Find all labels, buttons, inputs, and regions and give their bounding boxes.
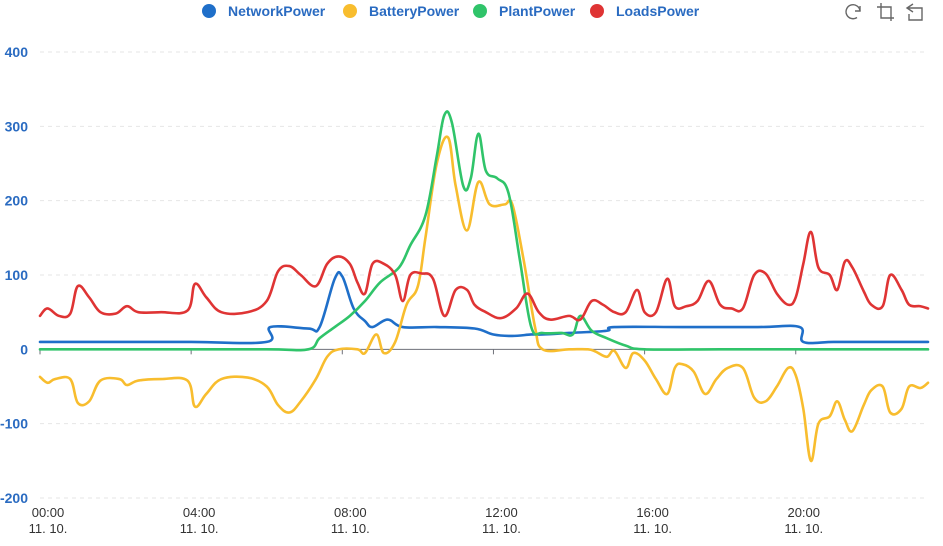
legend-label: NetworkPower xyxy=(228,3,326,19)
legend-item-plantpower[interactable]: PlantPower xyxy=(473,3,576,19)
y-tick-label: 200 xyxy=(5,193,29,209)
y-tick-label: -100 xyxy=(0,416,28,432)
series-lines xyxy=(38,110,930,463)
y-tick-label: 400 xyxy=(5,44,29,60)
x-tick-time: 08:00 xyxy=(334,505,367,520)
legend-label: BatteryPower xyxy=(369,3,460,19)
y-tick-label: 100 xyxy=(5,267,29,283)
legend-label: PlantPower xyxy=(499,3,576,19)
legend-marker xyxy=(202,4,216,18)
toolbox xyxy=(843,2,925,22)
x-tick-time: 04:00 xyxy=(183,505,216,520)
legend[interactable]: NetworkPower BatteryPower PlantPower LoadsP… xyxy=(202,3,700,19)
series-line-networkpower xyxy=(38,270,930,345)
zoom-icon[interactable] xyxy=(875,2,895,22)
x-tick-date: 11. 10. xyxy=(633,521,672,536)
series-line-loadspower xyxy=(38,230,930,322)
zoom-reset-icon[interactable] xyxy=(905,2,925,22)
y-axis: -200 -100 0 100 200 300 400 xyxy=(0,44,28,506)
legend-item-networkpower[interactable]: NetworkPower xyxy=(202,3,326,19)
x-tick-time: 16:00 xyxy=(636,505,669,520)
x-tick-date: 11. 10. xyxy=(180,521,219,536)
series-line-batterypower xyxy=(38,135,930,463)
x-tick-time: 00:00 xyxy=(32,505,65,520)
x-tick-date: 11. 10. xyxy=(331,521,370,536)
y-tick-label: 0 xyxy=(20,341,28,357)
legend-label: LoadsPower xyxy=(616,3,700,19)
y-tick-label: 300 xyxy=(5,118,29,134)
legend-marker xyxy=(590,4,604,18)
legend-item-batterypower[interactable]: BatteryPower xyxy=(343,3,460,19)
series-line-plantpower xyxy=(38,110,930,352)
y-tick-label: -200 xyxy=(0,490,28,506)
x-tick-date: 11. 10. xyxy=(784,521,823,536)
x-tick-date: 11. 10. xyxy=(29,521,68,536)
legend-marker xyxy=(473,4,487,18)
x-tick-time: 20:00 xyxy=(787,505,820,520)
legend-marker xyxy=(343,4,357,18)
legend-item-loadspower[interactable]: LoadsPower xyxy=(590,3,700,19)
grid-lines xyxy=(40,51,928,499)
x-tick-time: 12:00 xyxy=(485,505,518,520)
restore-icon[interactable] xyxy=(843,2,863,22)
x-tick-date: 11. 10. xyxy=(482,521,521,536)
